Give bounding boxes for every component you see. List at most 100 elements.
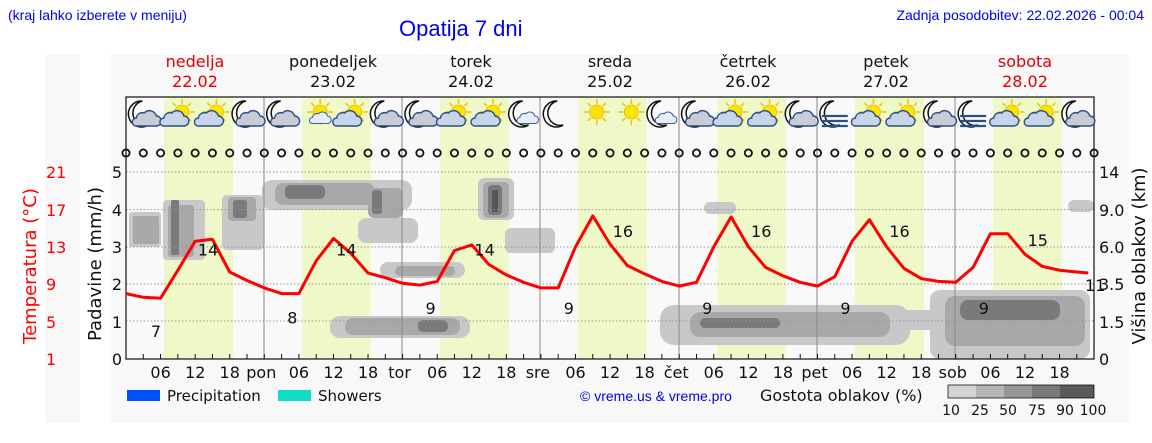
credit-link[interactable]: © vreme.us & vreme.pro [580, 388, 732, 404]
svg-text:6.0: 6.0 [1099, 238, 1124, 257]
cloud-axis-ticks: 14 9.0 6.0 3.5 1.5 0 [1099, 163, 1124, 369]
svg-text:10: 10 [942, 403, 960, 419]
last-update: Zadnja posodobitev: 22.02.2026 - 00:04 [896, 7, 1144, 23]
svg-text:sob: sob [939, 363, 967, 382]
weather-icon-row [127, 98, 1096, 128]
svg-text:9: 9 [564, 299, 574, 318]
svg-text:14: 14 [1099, 163, 1119, 182]
svg-text:12: 12 [738, 363, 758, 382]
svg-text:18: 18 [911, 363, 931, 382]
svg-text:12: 12 [1015, 363, 1035, 382]
svg-text:9: 9 [46, 275, 56, 294]
svg-text:14: 14 [336, 240, 356, 259]
x-axis-labels: 06 12 18 pon 06 12 18 tor 06 12 18 sre 06 12 18 čet 06 12… [150, 363, 1069, 382]
svg-text:50: 50 [999, 403, 1017, 419]
svg-text:1: 1 [46, 350, 56, 369]
svg-text:9: 9 [840, 299, 850, 318]
day-header: petek 27.02 [863, 52, 909, 91]
svg-text:9.0: 9.0 [1099, 201, 1124, 220]
svg-text:9: 9 [979, 299, 989, 318]
svg-text:3: 3 [112, 238, 122, 257]
temp-axis-ticks: 21 17 13 9 5 1 [46, 163, 66, 369]
svg-text:sre: sre [526, 363, 550, 382]
svg-text:12: 12 [323, 363, 343, 382]
temp-axis-panel [45, 55, 80, 423]
svg-text:4: 4 [112, 201, 122, 220]
svg-text:25: 25 [971, 403, 989, 419]
svg-text:18: 18 [1049, 363, 1069, 382]
svg-text:06: 06 [980, 363, 1000, 382]
svg-text:06: 06 [842, 363, 862, 382]
precip-axis-ticks: 5 4 3 2 1 0 [112, 163, 122, 369]
svg-text:9: 9 [702, 299, 712, 318]
svg-text:1.5: 1.5 [1099, 313, 1124, 332]
day-header: nedelja 22.02 [165, 52, 225, 91]
svg-text:21: 21 [46, 163, 66, 182]
svg-text:8: 8 [287, 309, 297, 328]
svg-text:75: 75 [1028, 403, 1046, 419]
svg-text:2: 2 [112, 275, 122, 294]
day-header: sreda 25.02 [587, 52, 633, 91]
day-header: sobota 28.02 [997, 52, 1053, 91]
svg-text:0: 0 [1099, 350, 1109, 369]
day-header: torek 24.02 [448, 52, 494, 91]
precip-axis-label: Padavine (mm/h) [85, 187, 106, 341]
svg-text:pon: pon [246, 363, 276, 382]
svg-text:1: 1 [112, 313, 122, 332]
moon-fog-icon [819, 100, 848, 128]
cloud-density-scale [947, 384, 1095, 399]
svg-text:14: 14 [474, 240, 494, 259]
temperature-line [125, 214, 1089, 300]
svg-text:06: 06 [150, 363, 170, 382]
grid-lines [126, 171, 1094, 322]
precipitation-swatch [127, 390, 160, 401]
svg-text:9: 9 [426, 299, 436, 318]
cloud-density-ticks: 10 25 50 75 90 100 [942, 403, 1106, 419]
svg-text:3.5: 3.5 [1099, 275, 1124, 294]
svg-text:12: 12 [600, 363, 620, 382]
x-axis-ticks [142, 354, 1078, 359]
svg-text:17: 17 [46, 201, 66, 220]
wind-indicator-row [121, 148, 1099, 158]
svg-text:16: 16 [889, 222, 909, 241]
showers-swatch [278, 390, 311, 401]
svg-text:0: 0 [112, 350, 122, 369]
svg-text:12: 12 [876, 363, 896, 382]
svg-text:15: 15 [1028, 231, 1048, 250]
svg-text:18: 18 [773, 363, 793, 382]
daylight-bands [164, 97, 1062, 359]
day-header: ponedeljek 23.02 [289, 52, 377, 91]
temp-axis-label: Temperatura (°C) [20, 188, 41, 345]
svg-text:7: 7 [151, 322, 161, 341]
svg-text:pet: pet [801, 363, 827, 382]
svg-text:18: 18 [634, 363, 654, 382]
svg-text:12: 12 [185, 363, 205, 382]
cloud-density-label: Gostota oblakov (%) [760, 386, 923, 405]
page-title: Opatija 7 dni [399, 16, 523, 41]
day-header: četrtek 26.02 [719, 52, 777, 91]
svg-text:06: 06 [704, 363, 724, 382]
svg-text:čet: čet [664, 363, 689, 382]
svg-text:16: 16 [613, 222, 633, 241]
svg-text:100: 100 [1080, 403, 1107, 419]
svg-text:tor: tor [388, 363, 411, 382]
svg-text:5: 5 [46, 313, 56, 332]
showers-legend-label: Showers [318, 387, 382, 405]
svg-text:13: 13 [46, 238, 66, 257]
day-separators [263, 97, 956, 359]
moon-fog-icon [957, 100, 987, 128]
svg-text:18: 18 [220, 363, 240, 382]
svg-text:11: 11 [1085, 276, 1105, 295]
svg-text:16: 16 [751, 222, 771, 241]
svg-text:14: 14 [198, 240, 218, 259]
precipitation-legend-label: Precipitation [167, 387, 261, 405]
temperature-labels: 7 14 8 14 9 14 9 16 9 16 9 16 9 15 11 [151, 222, 1105, 341]
svg-text:06: 06 [289, 363, 309, 382]
svg-text:90: 90 [1056, 403, 1074, 419]
svg-text:06: 06 [427, 363, 447, 382]
location-hint: (kraj lahko izberete v meniju) [8, 7, 187, 23]
svg-text:18: 18 [496, 363, 516, 382]
svg-text:18: 18 [358, 363, 378, 382]
svg-text:5: 5 [112, 163, 122, 182]
